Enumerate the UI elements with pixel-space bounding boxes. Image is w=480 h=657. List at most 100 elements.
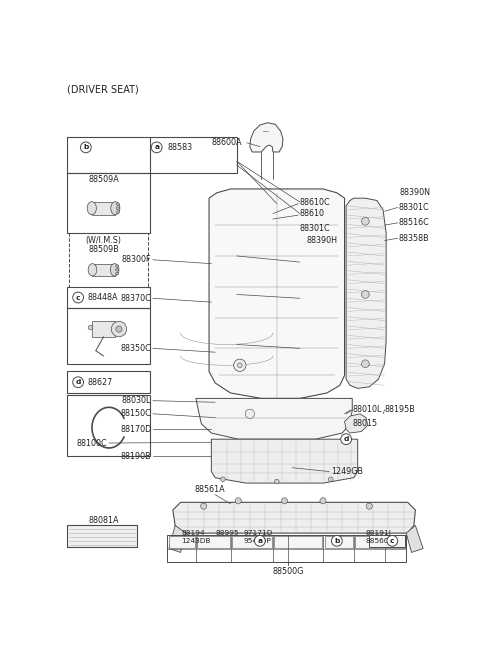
- Circle shape: [361, 360, 369, 367]
- Bar: [385, 536, 405, 548]
- Circle shape: [73, 292, 84, 303]
- Text: 88194: 88194: [181, 530, 205, 536]
- Polygon shape: [173, 503, 415, 533]
- Polygon shape: [209, 189, 345, 398]
- Text: 88100C: 88100C: [77, 439, 108, 447]
- Circle shape: [328, 477, 333, 482]
- Text: 97171D: 97171D: [244, 530, 273, 536]
- Text: 88370C: 88370C: [120, 294, 151, 303]
- Bar: [369, 535, 405, 547]
- Text: 88610: 88610: [300, 209, 325, 218]
- Text: (DRIVER SEAT): (DRIVER SEAT): [67, 85, 139, 95]
- Polygon shape: [406, 526, 423, 553]
- Bar: [93, 263, 115, 276]
- Circle shape: [88, 325, 93, 330]
- Bar: [169, 536, 195, 548]
- Text: 88150C: 88150C: [120, 409, 151, 419]
- Bar: [232, 536, 272, 548]
- Text: 88301C: 88301C: [300, 225, 331, 233]
- Text: 88995: 88995: [215, 530, 239, 536]
- Text: b: b: [334, 538, 339, 544]
- Text: c: c: [390, 538, 395, 544]
- Text: 88516C: 88516C: [398, 218, 429, 227]
- Text: 95450P: 95450P: [244, 538, 272, 544]
- Text: 1249GB: 1249GB: [331, 467, 363, 476]
- Text: b: b: [83, 145, 88, 150]
- Polygon shape: [250, 123, 283, 152]
- Text: d: d: [75, 379, 81, 385]
- Bar: [67, 308, 150, 364]
- Circle shape: [254, 535, 265, 546]
- Text: 88195B: 88195B: [384, 405, 415, 415]
- Bar: [69, 233, 148, 286]
- Circle shape: [81, 142, 91, 153]
- Circle shape: [221, 477, 225, 482]
- Text: 88390H: 88390H: [306, 236, 337, 245]
- Ellipse shape: [111, 202, 120, 215]
- Ellipse shape: [116, 265, 119, 267]
- Circle shape: [234, 359, 246, 371]
- Bar: [67, 526, 137, 547]
- Bar: [275, 536, 322, 548]
- Circle shape: [320, 498, 326, 504]
- Bar: [67, 395, 150, 456]
- Ellipse shape: [88, 263, 97, 276]
- Bar: [67, 286, 150, 308]
- Text: 88500G: 88500G: [273, 567, 304, 576]
- Circle shape: [73, 377, 84, 388]
- Text: 88390N: 88390N: [400, 189, 431, 197]
- Bar: [355, 536, 384, 548]
- Ellipse shape: [116, 269, 119, 271]
- Text: c: c: [76, 294, 80, 300]
- Bar: [67, 173, 150, 233]
- Bar: [92, 321, 115, 337]
- Text: 88509A: 88509A: [88, 175, 119, 184]
- Text: d: d: [343, 436, 349, 442]
- Text: 88010L: 88010L: [352, 405, 382, 415]
- Text: 88301C: 88301C: [398, 203, 429, 212]
- Bar: [67, 371, 150, 393]
- Circle shape: [235, 498, 241, 504]
- Circle shape: [245, 409, 254, 419]
- Circle shape: [281, 498, 288, 504]
- Ellipse shape: [116, 207, 120, 210]
- Circle shape: [151, 142, 162, 153]
- Text: 88191J: 88191J: [365, 530, 391, 536]
- Text: 88350C: 88350C: [120, 344, 151, 353]
- Text: 88190B: 88190B: [120, 451, 151, 461]
- Text: a: a: [154, 145, 159, 150]
- Ellipse shape: [116, 203, 120, 206]
- Circle shape: [275, 479, 279, 484]
- Bar: [92, 202, 115, 215]
- Circle shape: [116, 326, 122, 332]
- Bar: [324, 536, 353, 548]
- Bar: [67, 137, 237, 173]
- Text: 88627: 88627: [87, 378, 113, 387]
- Text: 88561A: 88561A: [194, 485, 225, 494]
- Circle shape: [366, 503, 372, 509]
- Ellipse shape: [116, 211, 120, 214]
- Ellipse shape: [110, 263, 119, 276]
- Circle shape: [238, 363, 242, 367]
- Text: 88560D: 88560D: [365, 538, 395, 544]
- Text: 88015: 88015: [352, 419, 377, 428]
- Text: 88509B: 88509B: [88, 244, 119, 254]
- Bar: [197, 536, 230, 548]
- Polygon shape: [196, 398, 352, 439]
- Circle shape: [361, 217, 369, 225]
- Text: 88081A: 88081A: [88, 516, 119, 524]
- Text: 88358B: 88358B: [398, 234, 429, 242]
- Text: 88610C: 88610C: [300, 198, 331, 206]
- Polygon shape: [345, 414, 368, 433]
- Text: (W/I.M.S): (W/I.M.S): [85, 236, 121, 245]
- Circle shape: [387, 535, 398, 546]
- Circle shape: [111, 321, 127, 337]
- Text: 88583: 88583: [168, 143, 192, 152]
- Text: 88448A: 88448A: [87, 293, 118, 302]
- Text: 88170D: 88170D: [120, 424, 151, 434]
- Polygon shape: [169, 526, 186, 553]
- Text: 88030L: 88030L: [122, 396, 151, 405]
- Text: a: a: [257, 538, 263, 544]
- Ellipse shape: [87, 202, 96, 215]
- Bar: [168, 535, 406, 562]
